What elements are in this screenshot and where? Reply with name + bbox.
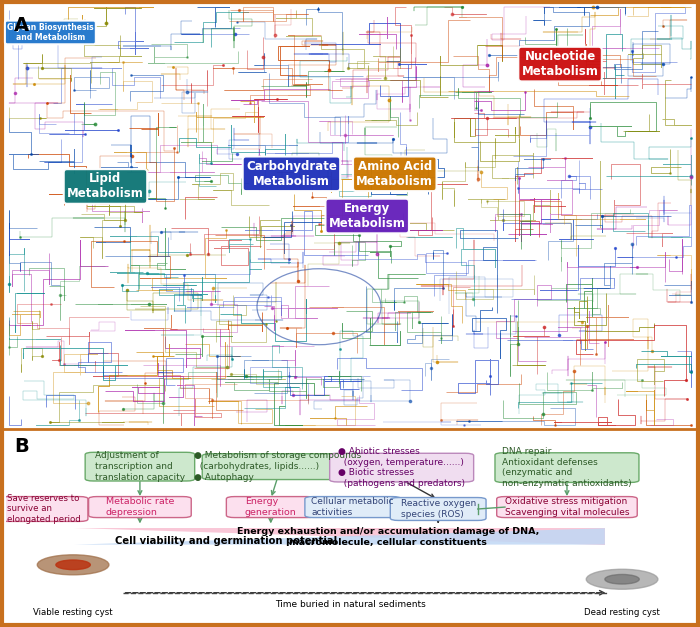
Text: A: A xyxy=(14,16,29,34)
FancyBboxPatch shape xyxy=(330,453,474,482)
Text: Energy exhaustion and/or accumulation damage of DNA,
macromolecule, cellular con: Energy exhaustion and/or accumulation da… xyxy=(237,527,539,547)
Polygon shape xyxy=(74,528,605,545)
Text: B: B xyxy=(14,437,29,456)
FancyBboxPatch shape xyxy=(497,497,637,517)
Circle shape xyxy=(605,574,639,584)
Text: Reactive oxygen
species (ROS): Reactive oxygen species (ROS) xyxy=(400,499,476,519)
Text: Dead resting cyst: Dead resting cyst xyxy=(584,608,660,618)
FancyBboxPatch shape xyxy=(495,453,639,482)
Text: Cell viability and germination potential: Cell viability and germination potential xyxy=(115,536,337,546)
Text: Save reserves to
survive an
elongated period: Save reserves to survive an elongated pe… xyxy=(6,493,80,524)
FancyBboxPatch shape xyxy=(89,497,191,517)
Text: Nucleotide
Metabolism: Nucleotide Metabolism xyxy=(522,50,598,78)
Text: Carbohydrate
Metabolism: Carbohydrate Metabolism xyxy=(246,160,337,188)
Text: Amino Acid
Metabolism: Amino Acid Metabolism xyxy=(356,160,433,188)
Text: Metabolic rate
depression: Metabolic rate depression xyxy=(106,497,174,517)
FancyBboxPatch shape xyxy=(85,452,195,481)
Text: Energy
generation: Energy generation xyxy=(245,497,297,517)
Circle shape xyxy=(587,569,658,589)
FancyBboxPatch shape xyxy=(305,497,400,517)
Text: Energy
Metabolism: Energy Metabolism xyxy=(329,202,406,230)
Circle shape xyxy=(37,555,109,575)
Text: DNA repair
Antioxidant defenses
(enzymatic and
non-enzymatic antioxidants): DNA repair Antioxidant defenses (enzymat… xyxy=(502,447,632,488)
Circle shape xyxy=(56,560,90,570)
Text: Oxidative stress mitigation
Scavenging vital molecules: Oxidative stress mitigation Scavenging v… xyxy=(505,497,629,517)
Text: ● Metabolism of storage compounds
  (carbohydrates, lipids......)
● Autophagy: ● Metabolism of storage compounds (carbo… xyxy=(194,451,361,482)
FancyBboxPatch shape xyxy=(202,454,353,480)
Polygon shape xyxy=(74,528,605,545)
Text: Viable resting cyst: Viable resting cyst xyxy=(34,608,113,618)
Text: Time buried in natural sediments: Time buried in natural sediments xyxy=(274,600,426,609)
Text: ● Abiotic stresses
  (oxygen, temperature......)
● Biotic stresses
  (pathogens : ● Abiotic stresses (oxygen, temperature.… xyxy=(338,447,466,488)
FancyBboxPatch shape xyxy=(391,498,486,520)
Text: Cellular metabolic
activities: Cellular metabolic activities xyxy=(312,497,394,517)
Text: Glycan Biosynthesis
and Metabolism: Glycan Biosynthesis and Metabolism xyxy=(7,23,94,42)
FancyBboxPatch shape xyxy=(226,497,315,517)
FancyBboxPatch shape xyxy=(0,497,88,522)
Text: Lipid
Metabolism: Lipid Metabolism xyxy=(67,172,144,201)
Text: Adjustment of
transcription and
translation capacity: Adjustment of transcription and translat… xyxy=(95,451,185,482)
